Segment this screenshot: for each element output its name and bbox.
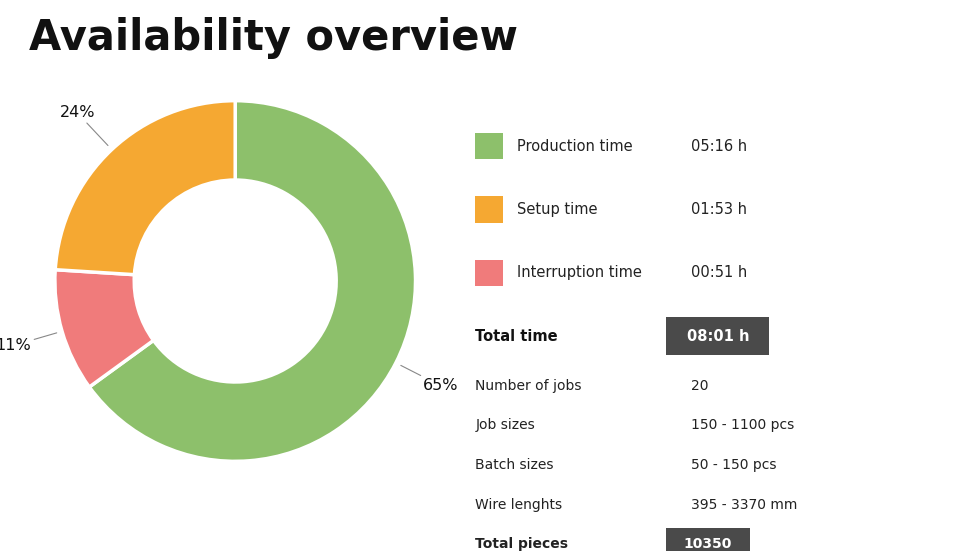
Text: Number of jobs: Number of jobs xyxy=(475,379,582,393)
Text: Setup time: Setup time xyxy=(517,202,598,217)
Text: 05:16 h: 05:16 h xyxy=(691,138,747,154)
Wedge shape xyxy=(55,269,154,387)
Wedge shape xyxy=(89,101,416,461)
Text: 24%: 24% xyxy=(60,105,108,145)
Text: Availability overview: Availability overview xyxy=(29,17,518,58)
Text: Job sizes: Job sizes xyxy=(475,418,535,433)
Text: Total pieces: Total pieces xyxy=(475,537,568,551)
Text: Wire lenghts: Wire lenghts xyxy=(475,498,563,512)
Text: Total time: Total time xyxy=(475,328,558,344)
Text: 11%: 11% xyxy=(0,333,57,353)
Text: 50 - 150 pcs: 50 - 150 pcs xyxy=(691,458,776,472)
Text: Batch sizes: Batch sizes xyxy=(475,458,554,472)
Text: 20: 20 xyxy=(691,379,709,393)
Text: 10350: 10350 xyxy=(684,537,732,551)
Text: 00:51 h: 00:51 h xyxy=(691,265,747,280)
Wedge shape xyxy=(55,101,235,274)
Text: 150 - 1100 pcs: 150 - 1100 pcs xyxy=(691,418,794,433)
Text: Interruption time: Interruption time xyxy=(517,265,642,280)
Text: Production time: Production time xyxy=(517,138,633,154)
Text: 395 - 3370 mm: 395 - 3370 mm xyxy=(691,498,798,512)
Text: 65%: 65% xyxy=(401,365,459,393)
Text: 01:53 h: 01:53 h xyxy=(691,202,747,217)
Text: 08:01 h: 08:01 h xyxy=(687,328,749,344)
